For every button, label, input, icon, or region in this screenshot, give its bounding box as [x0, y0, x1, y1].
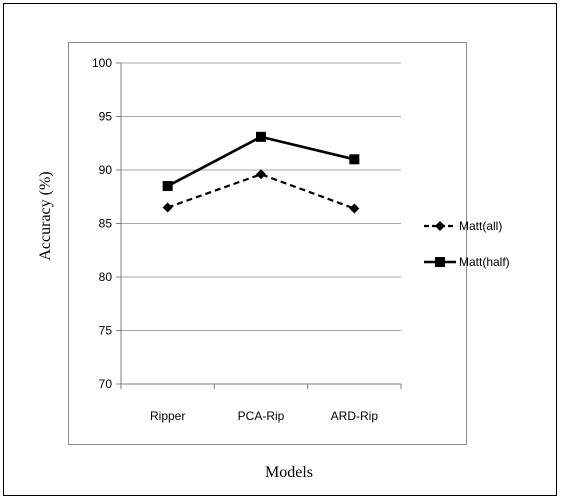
- y-axis-title: Accuracy (%): [37, 171, 54, 260]
- data-point-matt-all: [349, 203, 360, 214]
- data-point-matt-half: [162, 181, 173, 192]
- y-tick-label: 90: [99, 163, 113, 177]
- data-point-matt-all: [256, 169, 266, 180]
- data-point-matt-half: [349, 154, 360, 165]
- x-axis-title: Models: [265, 464, 313, 481]
- x-tick-label: Ripper: [150, 409, 185, 423]
- legend-label-matt-all: Matt(all): [459, 219, 502, 233]
- y-tick-label: 85: [99, 217, 113, 231]
- y-tick-label: 70: [99, 377, 113, 391]
- y-tick-label: 100: [92, 56, 112, 70]
- plot-area-border: [68, 42, 467, 445]
- series-lines: [162, 131, 360, 214]
- legend-marker-matt-all: [435, 221, 445, 231]
- legend: Matt(all) Matt(half): [424, 219, 510, 269]
- x-tick-labels: Ripper PCA-Rip ARD-Rip: [150, 409, 378, 423]
- x-tick-label: ARD-Rip: [331, 409, 379, 423]
- y-tick-label: 80: [99, 270, 113, 284]
- data-point-matt-half: [256, 131, 266, 142]
- legend-label-matt-half: Matt(half): [459, 255, 510, 269]
- y-tick-label: 75: [99, 324, 113, 338]
- series-line-matt-all: [167, 173, 355, 210]
- data-point-matt-all: [162, 202, 173, 213]
- y-tick-labels: 70 75 80 85 90 95 100: [92, 56, 112, 391]
- x-tick-label: PCA-Rip: [238, 409, 285, 423]
- gridlines: [116, 62, 402, 389]
- legend-marker-matt-half: [435, 257, 445, 267]
- y-tick-label: 95: [99, 110, 113, 124]
